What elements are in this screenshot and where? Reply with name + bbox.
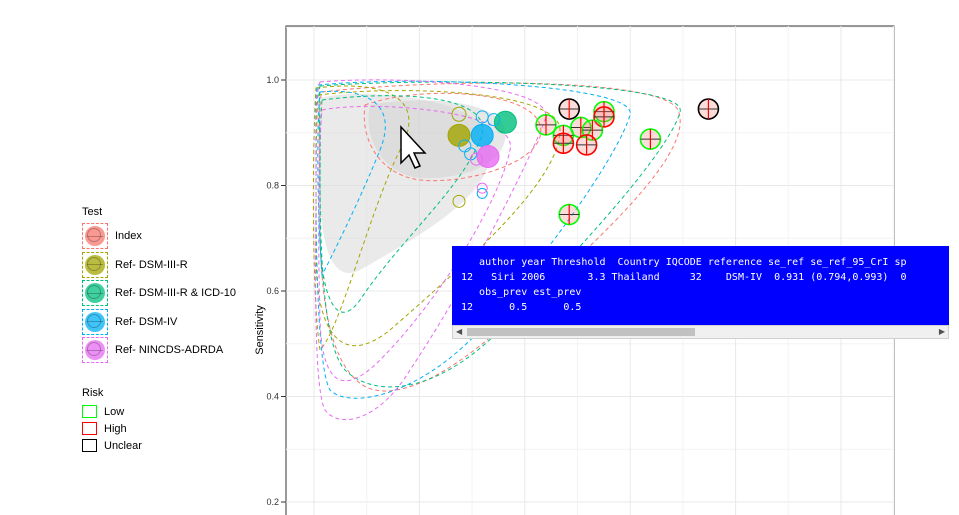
test-legend-item: Ref- NINCDS-ADRDA: [82, 336, 236, 365]
reference-study-point[interactable]: [476, 144, 500, 168]
reference-study-point[interactable]: [493, 110, 517, 134]
y-tick-label: 0.4: [266, 392, 279, 402]
y-tick-label: 0.6: [266, 286, 279, 296]
tooltip-line-4: 12 0.5 0.5: [461, 302, 582, 313]
risk-legend-label: Low: [104, 405, 125, 418]
y-axis-label: Sensitivity: [254, 305, 266, 355]
mouse-cursor-icon: [400, 125, 427, 169]
data-tooltip: author year Threshold Country IQCODE ref…: [452, 246, 949, 325]
reference-study-point[interactable]: [476, 187, 488, 199]
risk-legend-item: Unclear: [82, 437, 142, 454]
index-study-point[interactable]: [575, 134, 598, 156]
test-legend-label: Index: [115, 230, 142, 243]
y-tick-label: 1.0: [266, 75, 279, 85]
prediction-region-outline: [318, 105, 511, 382]
legend-swatch-icon: [82, 223, 108, 250]
reference-study-point[interactable]: [452, 194, 466, 208]
legend-swatch-icon: [82, 337, 108, 364]
prediction-region-outline: [317, 90, 386, 277]
risk-legend-label: High: [104, 422, 127, 435]
index-study-point[interactable]: [552, 132, 575, 155]
risk-legend-item: High: [82, 420, 142, 437]
test-legend-label: Ref- DSM-III-R & ICD-10: [115, 287, 237, 300]
prediction-region-outline: [312, 85, 410, 352]
risk-legend-label: Unclear: [104, 439, 142, 452]
index-study-point[interactable]: [558, 98, 581, 120]
tooltip-line-3: obs_prev est_prev: [461, 287, 582, 298]
test-legend-item: Index: [82, 222, 236, 251]
test-legend-label: Ref- DSM-IV: [115, 315, 178, 328]
legend-swatch-icon: [82, 308, 108, 335]
test-legend: Test Index Ref- DSM-III-R Ref- DSM-III-R &…: [82, 206, 236, 365]
index-study-point[interactable]: [697, 98, 720, 120]
prediction-region-outline: [315, 79, 547, 421]
reference-study-point[interactable]: [470, 123, 494, 147]
legend-swatch-icon: [82, 280, 108, 307]
risk-legend: Risk Low High Unclear: [82, 387, 142, 454]
prediction-region-outline: [319, 82, 681, 392]
test-legend-item: Ref- DSM-III-R & ICD-10: [82, 279, 236, 308]
reference-study-point[interactable]: [476, 182, 488, 194]
prediction-region-outline: [315, 80, 631, 399]
reference-study-point[interactable]: [451, 106, 467, 122]
test-legend-title: Test: [82, 206, 103, 218]
tooltip-line-2: 12 Siri 2006 3.3 Thailand 32 DSM-IV 0.93…: [461, 272, 907, 283]
prediction-region-layer: [312, 79, 681, 421]
prediction-region-outline: [315, 90, 561, 347]
risk-swatch-icon: [82, 439, 97, 452]
risk-swatch-icon: [82, 422, 97, 435]
index-study-point[interactable]: [535, 114, 557, 136]
index-study-point[interactable]: [558, 203, 581, 226]
index-study-point[interactable]: [639, 128, 662, 150]
risk-legend-item: Low: [82, 403, 142, 420]
legend-swatch-icon: [82, 251, 108, 278]
scroll-right-arrow-icon[interactable]: ▶: [938, 327, 945, 336]
tooltip-line-1: author year Threshold Country IQCODE ref…: [461, 257, 907, 268]
risk-legend-title: Risk: [82, 387, 104, 399]
prediction-region-outline: [319, 95, 483, 313]
y-tick-label: 0.8: [266, 181, 279, 191]
index-point-layer: [535, 98, 720, 226]
risk-swatch-icon: [82, 405, 97, 418]
prediction-region-outline: [363, 92, 542, 182]
test-legend-label: Ref- NINCDS-ADRDA: [115, 344, 224, 357]
scroll-left-arrow-icon[interactable]: ◀: [456, 327, 463, 336]
y-tick-layer: 0.2 0.4 0.6 0.8 1.0: [266, 75, 286, 507]
test-legend-item: Ref- DSM-III-R: [82, 251, 236, 280]
reference-study-point[interactable]: [487, 113, 501, 127]
test-legend-item: Ref- DSM-IV: [82, 308, 236, 337]
reference-point-layer: [447, 106, 517, 208]
test-legend-label: Ref- DSM-III-R: [115, 258, 188, 271]
tooltip-horizontal-scrollbar[interactable]: ◀ ▶: [452, 325, 949, 339]
scrollbar-thumb[interactable]: [467, 328, 695, 336]
y-tick-label: 0.2: [266, 497, 279, 507]
